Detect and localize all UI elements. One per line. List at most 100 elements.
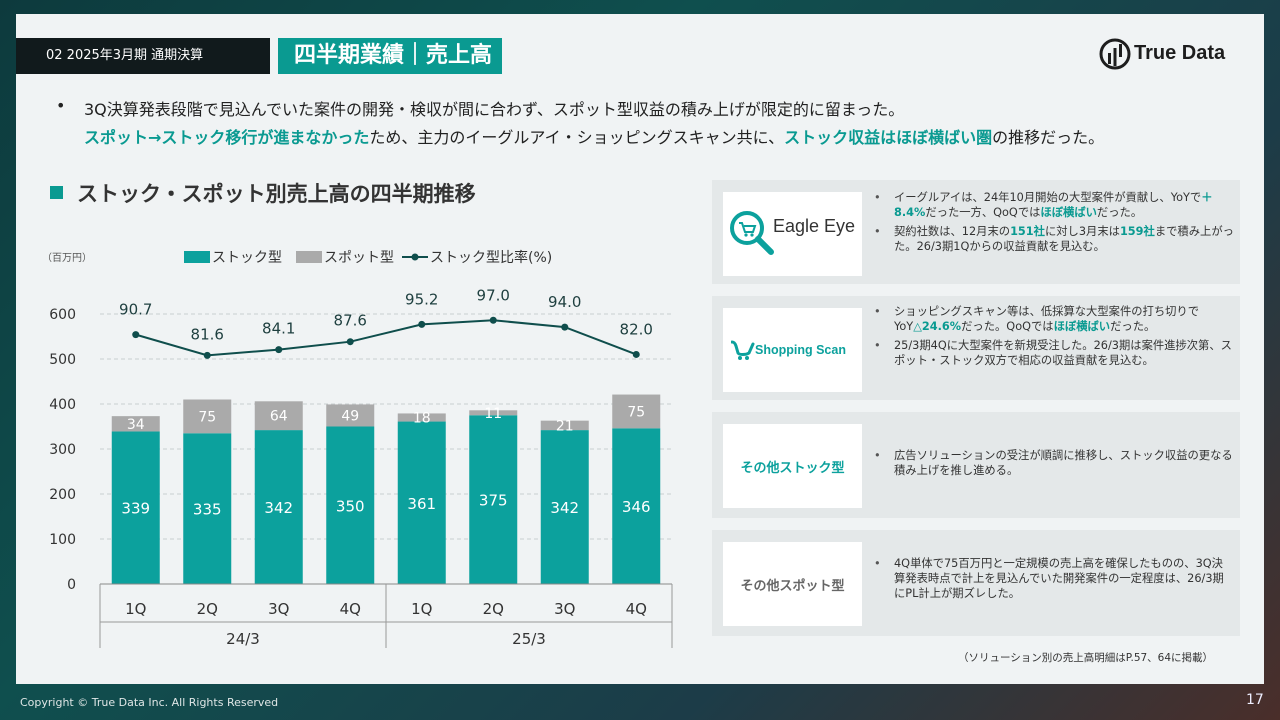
- panel-shopping-scan: Shopping Scan ショッピングスキャン等は、低採算な大型案件の打ち切り…: [712, 296, 1240, 400]
- data-label-ratio: 90.7: [119, 301, 152, 319]
- section-tag: 02 2025年3月期 通期決算: [16, 38, 270, 74]
- data-label-stock: 361: [407, 495, 436, 513]
- x-tick-label: 3Q: [554, 600, 575, 618]
- legend-swatch-spot: [296, 251, 322, 263]
- summary-line-2: スポット→ストック移行が進まなかったため、主力のイーグルアイ・ショッピングスキャ…: [84, 124, 1104, 148]
- other-stock-label-card: その他ストック型: [723, 424, 862, 508]
- y-tick-label: 400: [49, 397, 76, 413]
- y-tick-label: 0: [67, 577, 76, 593]
- data-label-ratio: 81.6: [191, 325, 224, 343]
- panel-eagle-eye: Eagle Eye イーグルアイは、24年10月開始の大型案件が貢献し、YoYで…: [712, 180, 1240, 284]
- legend-label-stock: ストック型: [212, 250, 282, 266]
- shopping-scan-bullet-2: 25/3期4Qに大型案件を新規受注した。26/3期は案件進捗次第、スポット・スト…: [874, 338, 1234, 368]
- ratio-marker: [418, 320, 426, 328]
- y-tick-label: 300: [49, 442, 76, 458]
- bar-spot: [612, 394, 661, 429]
- legend-label-spot: スポット型: [324, 250, 394, 266]
- data-label-ratio: 95.2: [405, 290, 438, 308]
- x-tick-label: 1Q: [411, 600, 432, 618]
- other-spot-bullet-1: 4Q単体で75百万円と一定規模の売上高を確保したものの、3Q決算発表時点で計上を…: [874, 556, 1234, 601]
- eagle-eye-logo-card: Eagle Eye: [723, 192, 862, 276]
- shopping-scan-bullet-1: ショッピングスキャン等は、低採算な大型案件の打ち切りでYoY△24.6%だった。…: [874, 304, 1234, 334]
- data-label-spot: 21: [556, 418, 574, 434]
- shopping-scan-logo-card: Shopping Scan: [723, 308, 862, 392]
- data-label-spot: 75: [627, 404, 645, 420]
- data-label-spot: 49: [341, 408, 359, 424]
- logo-text: True Data: [1134, 42, 1226, 64]
- bar-stock: [111, 431, 160, 584]
- x-tick-label: 3Q: [268, 600, 289, 618]
- bar-stock: [397, 421, 446, 584]
- bar-stock: [326, 426, 375, 584]
- panel-other-spot: その他スポット型 4Q単体で75百万円と一定規模の売上高を確保したものの、3Q決…: [712, 530, 1240, 636]
- magnifier-cart-icon: [730, 211, 774, 255]
- summary-text-mid: ため、主力のイーグルアイ・ショッピングスキャン共に、: [369, 128, 785, 147]
- bar-stock: [254, 430, 303, 584]
- chart-title: ストック・スポット別売上高の四半期推移: [50, 178, 476, 208]
- y-tick-label: 100: [49, 532, 76, 548]
- ratio-marker: [489, 316, 497, 324]
- data-label-stock: 346: [622, 498, 651, 516]
- summary-highlight-1: スポット→ストック移行が進まなかった: [84, 128, 370, 147]
- legend-label-ratio: ストック型比率(%): [430, 249, 552, 266]
- shopping-scan-logo-text: Shopping Scan: [755, 343, 846, 357]
- other-spot-bullets: 4Q単体で75百万円と一定規模の売上高を確保したものの、3Q決算発表時点で計上を…: [874, 556, 1234, 605]
- bar-spot: [540, 420, 589, 431]
- ratio-marker: [275, 346, 283, 354]
- data-label-stock: 350: [336, 497, 365, 515]
- bar-spot: [469, 410, 518, 416]
- data-label-stock: 342: [550, 499, 579, 517]
- chart-area: （百万円） ストック型 スポット型 ストック型比率(%) 0 100 200 300 400 50…: [16, 214, 706, 654]
- page-title: 四半期業績｜売上高: [278, 38, 503, 74]
- footnote: （ソリューション別の売上高明細はP.57、64に掲載）: [958, 652, 1214, 664]
- other-spot-label: その他スポット型: [740, 579, 845, 594]
- data-label-spot: 18: [413, 411, 431, 427]
- panel-other-stock: その他ストック型 広告ソリューションの受注が順調に推移し、ストック収益の更なる積…: [712, 412, 1240, 518]
- y-tick-label: 600: [49, 307, 76, 323]
- sales-chart: （百万円） ストック型 スポット型 ストック型比率(%) 0 100 200 300 400 50…: [42, 249, 673, 648]
- x-group-label: 24/3: [226, 630, 260, 648]
- other-spot-label-card: その他スポット型: [723, 542, 862, 626]
- cart-icon: [731, 340, 755, 360]
- summary-line-1: 3Q決算発表段階で見込んでいた案件の開発・検収が間に合わず、スポット型収益の積み…: [84, 100, 905, 119]
- bar-spot: [254, 401, 303, 431]
- data-label-ratio: 84.1: [262, 320, 295, 338]
- data-label-ratio: 97.0: [477, 286, 510, 304]
- bar-stock: [540, 430, 589, 584]
- data-label-ratio: 87.6: [334, 312, 367, 330]
- other-stock-bullets: 広告ソリューションの受注が順調に推移し、ストック収益の更なる積み上げを推し進める…: [874, 448, 1234, 482]
- eagle-eye-bullet-1: イーグルアイは、24年10月開始の大型案件が貢献し、YoYで＋8.4%だった一方…: [874, 190, 1234, 220]
- eagle-eye-bullets: イーグルアイは、24年10月開始の大型案件が貢献し、YoYで＋8.4%だった一方…: [874, 190, 1234, 258]
- bar-stock: [469, 415, 518, 584]
- copyright: Copyright © True Data Inc. All Rights Re…: [20, 696, 279, 709]
- chart-title-text: ストック・スポット別売上高の四半期推移: [77, 182, 476, 206]
- data-label-spot: 64: [270, 409, 288, 425]
- shopping-scan-bullets: ショッピングスキャン等は、低採算な大型案件の打ち切りでYoY△24.6%だった。…: [874, 304, 1234, 372]
- ratio-marker: [632, 350, 640, 358]
- eagle-yoy-value: ＋8.4%: [894, 191, 1213, 219]
- other-stock-bullet-1: 広告ソリューションの受注が順調に推移し、ストック収益の更なる積み上げを推し進める…: [874, 448, 1234, 478]
- page-number: 17: [1246, 692, 1264, 708]
- y-axis-unit: （百万円）: [42, 252, 92, 264]
- legend-swatch-stock: [184, 251, 210, 263]
- summary-text-end: の推移だった。: [992, 128, 1105, 147]
- company-logo: True Data: [1098, 36, 1248, 72]
- data-label-stock: 335: [193, 501, 222, 519]
- slide: 02 2025年3月期 通期決算 四半期業績｜売上高 True Data • 3…: [16, 14, 1264, 684]
- bar-spot: [111, 416, 160, 432]
- data-label-ratio: 94.0: [548, 293, 581, 311]
- y-tick-label: 500: [49, 352, 76, 368]
- data-label-spot: 75: [198, 409, 216, 425]
- bar-spot: [326, 404, 375, 427]
- ratio-marker: [561, 323, 569, 331]
- true-data-logo-icon: [1099, 38, 1131, 70]
- data-label-stock: 342: [264, 499, 293, 517]
- bar-spot: [183, 399, 232, 434]
- other-stock-label: その他ストック型: [740, 461, 845, 476]
- data-label-spot: 34: [127, 417, 145, 433]
- y-tick-label: 200: [49, 487, 76, 503]
- ratio-line: [135, 319, 637, 357]
- chart-title-marker: [50, 186, 63, 199]
- bar-stock: [612, 428, 661, 584]
- x-tick-label: 2Q: [197, 600, 218, 618]
